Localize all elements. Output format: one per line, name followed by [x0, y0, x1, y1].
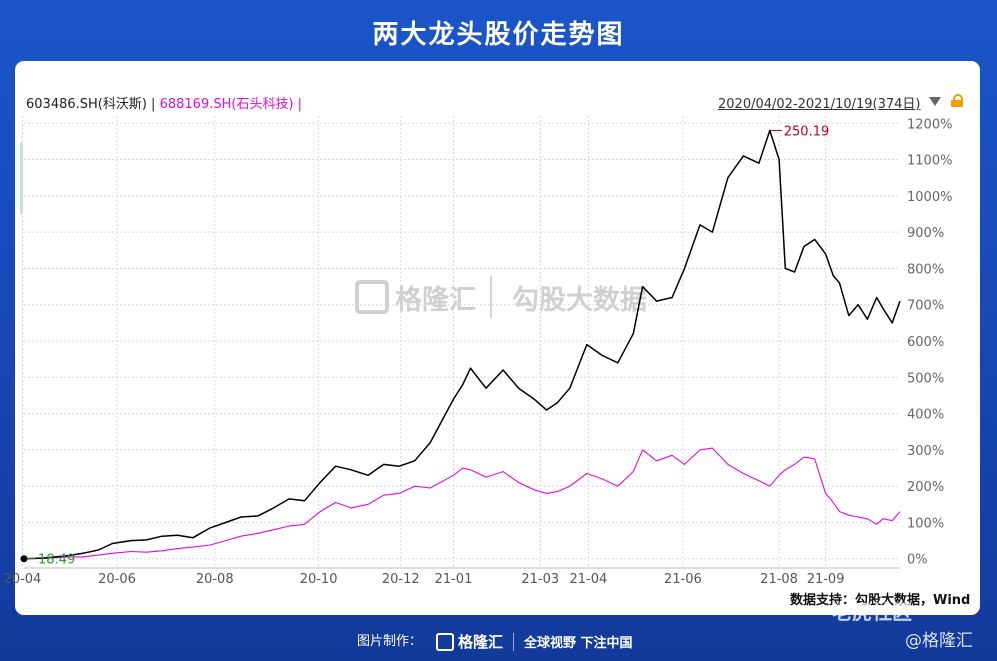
y-tick-label: 400%: [907, 408, 944, 423]
y-tick-label: 300%: [907, 444, 944, 459]
y-tick-label: 200%: [907, 480, 944, 495]
footer-made-label: 图片制作：: [357, 634, 423, 649]
y-tick-label: 1200%: [907, 117, 952, 132]
y-tick-label: 100%: [907, 516, 944, 531]
y-tick-label: 700%: [907, 299, 944, 314]
x-tick-label: 20-10: [300, 572, 338, 587]
footer-brand: 格隆汇: [458, 633, 504, 651]
dropdown-triangle-icon[interactable]: [929, 97, 941, 106]
series-line: [23, 129, 901, 560]
series-line: [23, 447, 901, 560]
max-value-label: 250.19: [784, 125, 830, 140]
chart-series-lines: [23, 129, 901, 560]
x-tick-label: 21-03: [521, 572, 559, 587]
chart-grid: [21, 116, 900, 569]
chart-axis-ticks: 0% 100% 200% 300% 400% 500% 600% 700% 800% 900% 10…: [4, 117, 953, 587]
y-tick-label: 600%: [907, 335, 944, 350]
page-title: 两大龙头股价走势图: [372, 20, 625, 50]
gelonghui-logo-icon: [355, 280, 389, 314]
y-tick-label: 1000%: [907, 190, 952, 205]
start-point-marker: [20, 555, 28, 563]
y-tick-label: 800%: [907, 262, 944, 277]
x-tick-label: 21-08: [760, 572, 798, 587]
x-tick-label: 20-08: [196, 572, 234, 587]
x-tick-label: 20-06: [98, 572, 136, 587]
x-tick-label: 20-12: [382, 572, 420, 587]
y-tick-label: 1100%: [907, 154, 952, 169]
x-tick-label: 20-04: [4, 572, 42, 587]
x-tick-label: 21-06: [664, 572, 702, 587]
y-tick-label: 0%: [907, 553, 928, 568]
x-tick-label: 21-01: [435, 572, 473, 587]
legend-series-shitou[interactable]: 688169.SH(石头科技) |: [159, 97, 303, 112]
watermark-bottom: 老虎社区: [832, 600, 912, 624]
min-value-label: 18.49: [38, 553, 75, 568]
scrollbar-handle[interactable]: [20, 142, 23, 214]
data-source-label: 数据支持：勾股大数据，Wind: [790, 593, 971, 608]
lock-icon[interactable]: [951, 94, 963, 107]
x-tick-label: 21-04: [569, 572, 607, 587]
date-range-selector[interactable]: 2020/04/02-2021/10/19(374日): [718, 97, 921, 112]
chart-legend: 603486.SH(科沃斯) | 688169.SH(石头科技) |: [26, 93, 302, 112]
legend-series-kewosi[interactable]: 603486.SH(科沃斯) |: [26, 97, 156, 112]
footer-slogan: 全球视野 下注中国: [524, 636, 633, 651]
y-tick-label: 500%: [907, 371, 944, 386]
center-watermark: 格隆汇 勾股大数据: [355, 276, 647, 318]
watermark-right: @格隆汇: [905, 631, 973, 651]
x-tick-label: 21-09: [807, 572, 845, 587]
footer-logo-icon: [436, 632, 455, 651]
y-tick-label: 900%: [907, 226, 944, 241]
chart-annotations: 250.19 18.49: [20, 125, 830, 568]
footer: 图片制作： 格隆汇 全球视野 下注中国: [357, 630, 633, 652]
